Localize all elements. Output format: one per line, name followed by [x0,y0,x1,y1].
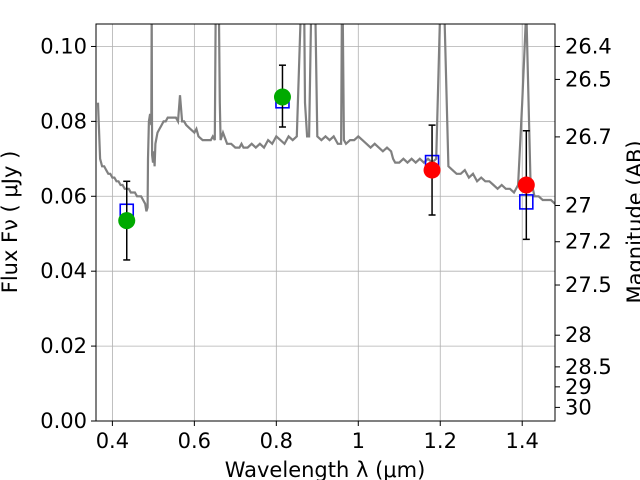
y2-tick-label: 26.7 [565,125,612,149]
y2-tick-label: 27.2 [565,230,612,254]
y2-tick-label: 30 [565,395,592,419]
y-tick-label: 0.06 [40,184,87,208]
y-axis-title: Flux Fν ( μJy ) [0,151,22,294]
y2-tick-label: 29 [565,375,592,399]
observed-photometry-point [517,176,535,194]
y-tick-label: 0.08 [40,109,87,133]
y-tick-label: 0.10 [40,34,87,58]
y2-tick-label: 28 [565,323,592,347]
y-axis: 0.00 0.02 0.04 0.06 0.08 0.10 [40,34,96,433]
x-tick-label: 0.4 [96,429,129,453]
y-tick-label: 0.02 [40,334,87,358]
x-axis: 0.4 0.6 0.8 1 1.2 1.4 [96,421,539,453]
observed-photometry-point [273,88,291,106]
grid-lines [96,24,555,422]
x-tick-label: 0.8 [260,429,293,453]
y2-tick-label: 26.4 [565,34,612,58]
x-axis-title: Wavelength λ (μm) [225,458,426,480]
y2-tick-label: 27 [565,193,592,217]
observed-photometry-point [423,161,441,179]
x-tick-label: 1.2 [424,429,457,453]
model-spectrum-line [96,24,555,212]
observed-photometry-point [118,212,136,230]
y-tick-label: 0.04 [40,259,87,283]
x-tick-label: 0.6 [178,429,211,453]
y-tick-label: 0.00 [40,409,87,433]
y2-tick-label: 26.5 [565,67,612,91]
y2-tick-label: 28.5 [565,355,612,379]
x-tick-label: 1.4 [506,429,539,453]
x-tick-label: 1 [352,429,365,453]
y2-axis-title: Magnitude (AB) [623,140,640,303]
plot-frame [95,23,556,422]
photometry-points [118,64,535,261]
plot-area [96,24,555,212]
y2-tick-label: 27.5 [565,273,612,297]
